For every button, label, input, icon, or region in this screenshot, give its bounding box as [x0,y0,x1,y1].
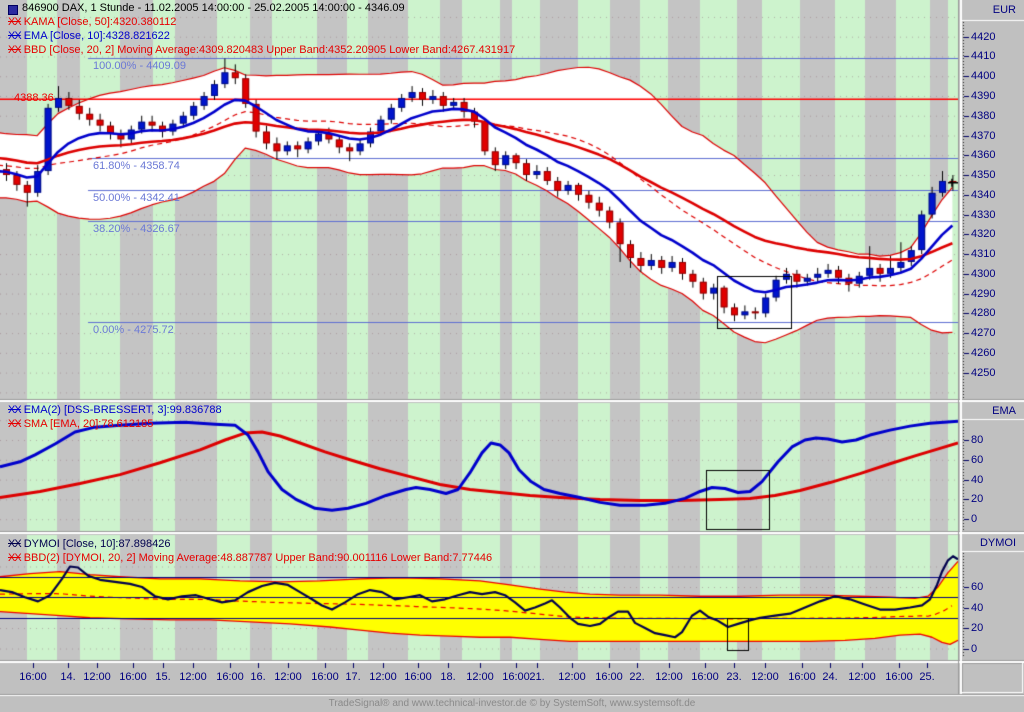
tradesignal-window: { "title": {"text": "846900 DAX, 1 Stund… [0,0,1024,712]
chart-canvas[interactable] [0,0,1024,712]
